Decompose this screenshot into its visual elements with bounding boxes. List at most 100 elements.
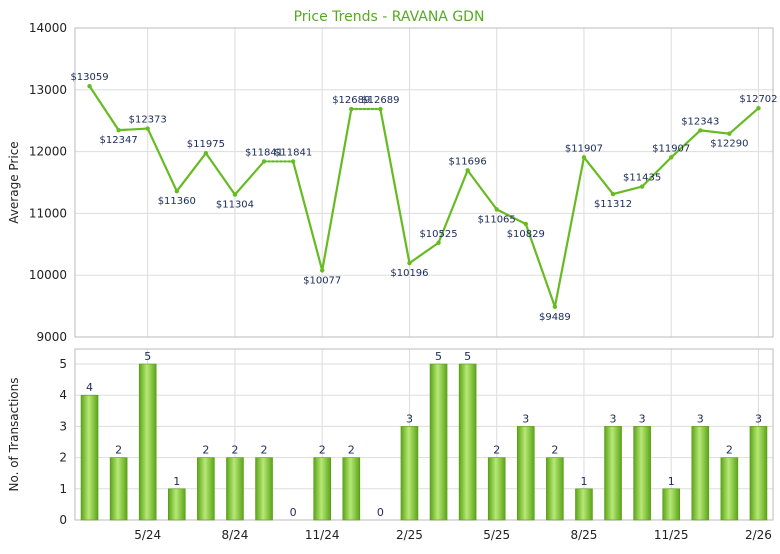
series-line-segment: [699, 129, 731, 135]
data-point: [756, 106, 761, 111]
bar-value-label: 2: [261, 444, 268, 457]
bar: [342, 457, 361, 521]
data-point: [320, 268, 325, 273]
bar-value-label: 0: [377, 506, 384, 519]
bar: [691, 426, 710, 521]
bar: [429, 363, 448, 521]
data-label: $9489: [539, 312, 571, 323]
bar-value-label: 2: [348, 444, 355, 457]
bar: [662, 488, 681, 521]
y-tick-label: 9000: [36, 330, 67, 344]
data-point: [378, 106, 383, 112]
data-point: [639, 184, 645, 189]
data-label: $11312: [594, 199, 632, 210]
y-tick-label: 14000: [29, 21, 67, 35]
data-label: $11696: [449, 156, 487, 167]
series-line-segment: [524, 222, 556, 308]
data-point: [523, 221, 528, 227]
bar: [109, 457, 128, 521]
data-point: [261, 159, 267, 164]
data-label: $11841: [274, 147, 312, 158]
data-point: [290, 159, 296, 164]
data-point: [581, 155, 587, 160]
series-line-segment: [175, 152, 207, 193]
bar-value-label: 2: [202, 444, 209, 457]
bar-value-label: 2: [319, 444, 326, 457]
bar-value-label: 3: [406, 412, 413, 425]
series-line-segment: [728, 107, 760, 135]
data-label: $11841: [245, 147, 283, 158]
data-label: $12290: [710, 139, 748, 150]
data-label: $12343: [681, 116, 719, 127]
chart-title: Price Trends - RAVANA GDN: [294, 9, 485, 25]
x-tick-label: 2/26: [745, 528, 772, 542]
data-point: [727, 131, 732, 136]
series-line-segment: [408, 241, 440, 265]
bar: [255, 457, 273, 521]
data-label: $11304: [216, 200, 254, 211]
series-line-segment: [582, 156, 615, 196]
series-line-segment: [379, 107, 411, 265]
bar-value-label: 3: [639, 412, 646, 425]
bar-value-label: 5: [435, 350, 442, 363]
data-label: $12689: [332, 95, 370, 106]
data-label: $10829: [507, 229, 545, 240]
bar-value-label: 1: [668, 475, 675, 488]
data-point: [145, 126, 150, 131]
x-tick-label: 8/25: [570, 528, 597, 542]
data-label: $11975: [187, 139, 225, 150]
data-label: $10077: [303, 275, 341, 286]
bar-value-label: 4: [86, 381, 93, 394]
data-label: $10196: [390, 268, 428, 279]
y-tick-label: 4: [59, 388, 67, 402]
y-tick-label: 0: [59, 513, 67, 527]
y-tick-label: 12000: [29, 145, 67, 159]
bar-value-label: 3: [697, 412, 704, 425]
series-line-segment: [670, 129, 702, 159]
plot-frame: [74, 27, 774, 338]
data-label: $11907: [565, 143, 603, 154]
data-point: [87, 83, 92, 89]
bar: [546, 457, 564, 521]
bar-value-label: 2: [493, 444, 500, 457]
bar-value-label: 2: [115, 444, 122, 457]
bar-value-label: 2: [726, 444, 733, 457]
series-line-segment: [204, 152, 237, 196]
y-tick-label: 11000: [29, 206, 67, 220]
data-point: [465, 168, 470, 173]
y-tick-label: 1: [59, 482, 67, 496]
series-line-segment: [495, 208, 527, 226]
data-point: [494, 207, 499, 212]
series-line-segment: [437, 169, 469, 244]
bar-value-label: 3: [522, 412, 529, 425]
data-point: [436, 240, 441, 245]
bar-value-label: 5: [144, 350, 151, 363]
bar: [80, 394, 99, 521]
plot-frame: [74, 348, 774, 521]
data-label: $11435: [623, 173, 661, 184]
x-tick-label: 2/25: [396, 528, 423, 542]
series-line-segment: [117, 127, 149, 132]
data-label: $10525: [419, 229, 457, 240]
bar: [575, 488, 593, 521]
data-label: $13059: [70, 72, 108, 83]
bar-value-label: 3: [610, 412, 617, 425]
data-label: $11360: [158, 196, 196, 207]
series-line-segment: [146, 127, 178, 193]
series-line-segment: [641, 156, 673, 188]
x-tick-label: 11/24: [305, 528, 340, 542]
data-point: [232, 192, 238, 197]
bar: [226, 457, 244, 521]
y-tick-label: 5: [59, 357, 67, 371]
bar-value-label: 3: [755, 412, 762, 425]
bar: [720, 457, 739, 521]
series-line-segment: [233, 160, 266, 196]
series-line-segment: [292, 160, 324, 272]
x-tick-label: 8/24: [221, 528, 248, 542]
series-line-segment: [553, 156, 586, 308]
bar-value-label: 1: [173, 475, 180, 488]
bar-value-label: 2: [551, 444, 558, 457]
y-tick-label: 13000: [29, 83, 67, 97]
